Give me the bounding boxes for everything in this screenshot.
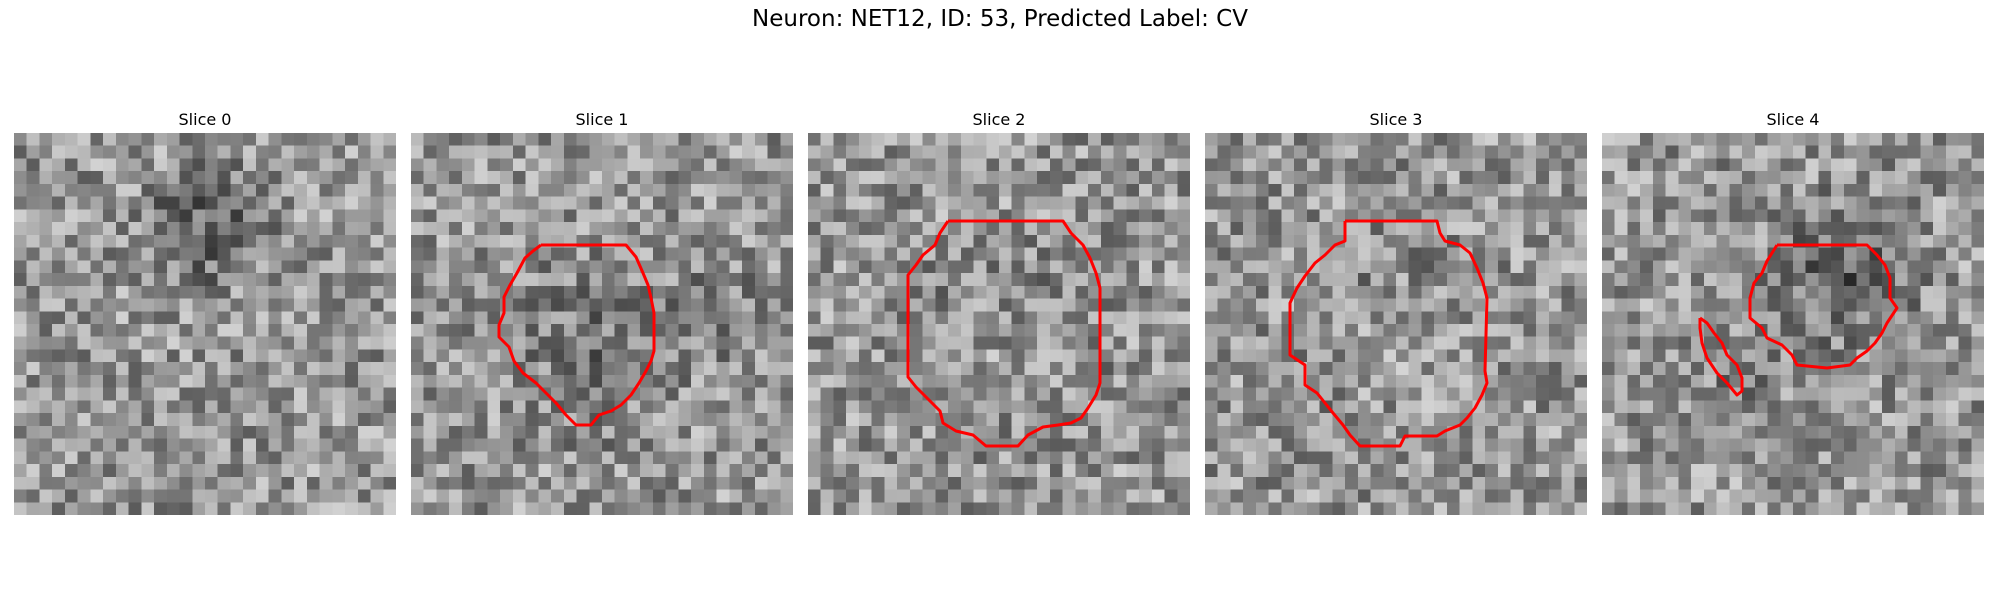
figure-title: Neuron: NET12, ID: 53, Predicted Label: … bbox=[752, 6, 1248, 32]
slice-4-contour-small bbox=[1698, 316, 1744, 397]
slice-1-contour bbox=[497, 243, 656, 427]
slice-1-title: Slice 1 bbox=[575, 110, 629, 129]
slice-2-overlay bbox=[906, 219, 1102, 448]
slice-3-contour bbox=[1288, 219, 1489, 448]
slice-3-panel bbox=[1205, 133, 1587, 515]
slice-3-title: Slice 3 bbox=[1369, 110, 1423, 129]
slice-3-overlay bbox=[1288, 219, 1489, 448]
slice-4-contour-main bbox=[1748, 243, 1899, 370]
slice-2-panel bbox=[808, 133, 1190, 515]
slice-2-contour bbox=[906, 219, 1102, 448]
slice-1-overlay bbox=[497, 243, 656, 427]
slice-0-image bbox=[14, 133, 396, 515]
slice-4-image bbox=[1602, 133, 1984, 515]
slice-4-panel bbox=[1602, 133, 1984, 515]
slice-0-title: Slice 0 bbox=[178, 110, 232, 129]
slice-0-overlay bbox=[14, 133, 396, 515]
slice-0-panel bbox=[14, 133, 396, 515]
slice-4-overlay bbox=[1698, 243, 1899, 397]
slice-2-title: Slice 2 bbox=[972, 110, 1026, 129]
slice-3-image bbox=[1205, 133, 1587, 515]
slice-1-panel bbox=[411, 133, 793, 515]
slice-2-image bbox=[808, 133, 1190, 515]
slice-1-image bbox=[411, 133, 793, 515]
slice-4-title: Slice 4 bbox=[1766, 110, 1820, 129]
